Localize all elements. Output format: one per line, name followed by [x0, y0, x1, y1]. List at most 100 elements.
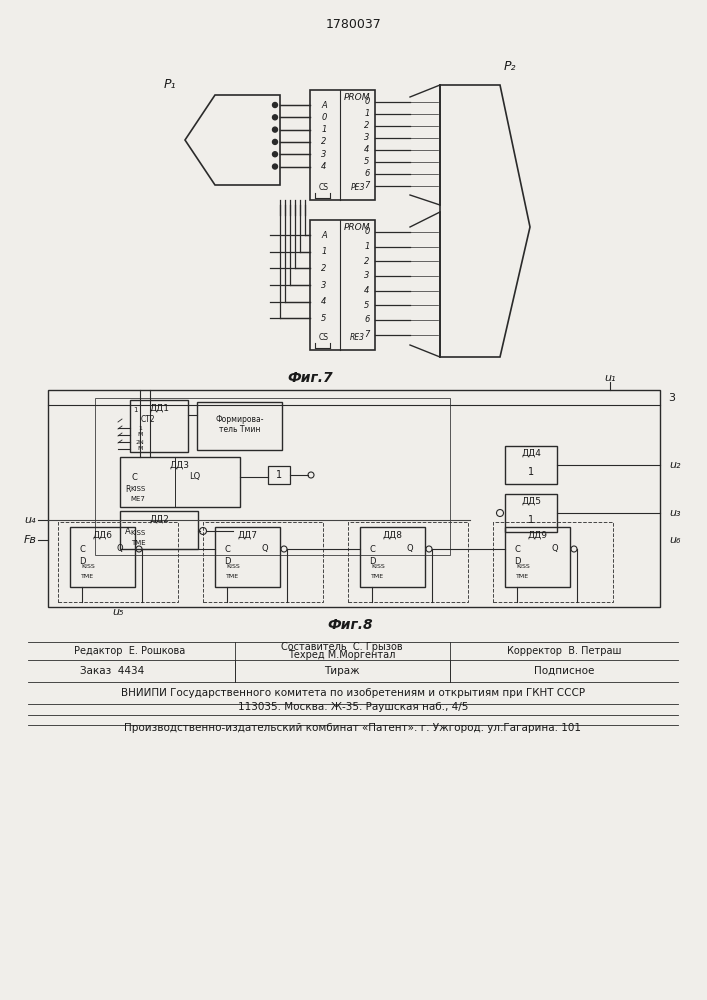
Text: D: D [78, 556, 86, 566]
Text: ДД7: ДД7 [238, 530, 257, 540]
Text: M: M [137, 446, 143, 452]
Text: u₆: u₆ [670, 535, 681, 545]
Text: ДД9: ДД9 [527, 530, 547, 540]
Text: ДД4: ДД4 [521, 448, 541, 458]
Text: 1: 1 [138, 426, 142, 430]
Text: 7: 7 [364, 182, 370, 190]
Bar [48, 390, 660, 607]
Text: PROM: PROM [344, 224, 370, 232]
Text: C: C [514, 544, 520, 554]
Text: 5: 5 [364, 301, 370, 310]
Text: 2: 2 [321, 137, 327, 146]
Bar [310, 220, 375, 350]
Text: Fв: Fв [23, 535, 37, 545]
Text: A: A [321, 231, 327, 239]
Text: тель Тмин: тель Тмин [218, 426, 260, 434]
Bar [197, 402, 282, 450]
Text: РЕЗ: РЕЗ [350, 184, 365, 192]
Bar [268, 466, 290, 484]
Text: ДД2: ДД2 [149, 514, 169, 524]
Bar [360, 527, 425, 587]
Text: D: D [514, 556, 520, 566]
Text: 1780037: 1780037 [326, 18, 382, 31]
Text: Заказ  4434: Заказ 4434 [80, 666, 144, 676]
Text: 3: 3 [321, 150, 327, 159]
Text: D: D [223, 556, 230, 566]
Text: RE3: RE3 [350, 334, 365, 342]
Text: ТМЕ: ТМЕ [131, 540, 146, 546]
Text: Техред М.Моргентал: Техред М.Моргентал [288, 650, 396, 660]
Bar [493, 522, 613, 602]
Text: PROM: PROM [344, 94, 370, 103]
Text: 1: 1 [528, 515, 534, 525]
Text: u₅: u₅ [112, 607, 124, 617]
Text: C: C [131, 473, 137, 482]
Circle shape [272, 127, 278, 132]
Circle shape [272, 115, 278, 120]
Text: P₁: P₁ [164, 79, 176, 92]
Bar [505, 527, 570, 587]
Bar [215, 527, 280, 587]
Text: 5: 5 [321, 314, 327, 323]
Text: CS: CS [319, 334, 329, 342]
Text: Q: Q [262, 544, 269, 554]
Text: A: A [125, 526, 131, 536]
Text: Фиг.7: Фиг.7 [287, 371, 333, 385]
Text: 5: 5 [364, 157, 370, 166]
Text: Q: Q [117, 544, 123, 554]
Text: 0: 0 [321, 113, 327, 122]
Text: KISS: KISS [226, 564, 240, 570]
Text: ДД1: ДД1 [149, 403, 169, 412]
Text: 6: 6 [364, 169, 370, 178]
Text: ДД6: ДД6 [93, 530, 112, 540]
Text: Формирова-: Формирова- [215, 414, 264, 424]
Text: 1: 1 [276, 470, 282, 480]
Text: KISS: KISS [130, 486, 146, 492]
Text: Производственно-издательский комбинат «Патент». г. Ужгород. ул.Гагарина. 101: Производственно-издательский комбинат «П… [124, 723, 581, 733]
Circle shape [272, 139, 278, 144]
Text: 4: 4 [364, 145, 370, 154]
Text: Редактор  Е. Рошкова: Редактор Е. Рошкова [74, 646, 186, 656]
Text: 2: 2 [364, 257, 370, 266]
Text: 2: 2 [364, 121, 370, 130]
Bar [95, 398, 450, 555]
Text: u₄: u₄ [24, 515, 36, 525]
Bar [310, 90, 375, 200]
Circle shape [272, 152, 278, 157]
Text: M: M [137, 432, 143, 438]
Bar [505, 446, 557, 484]
Text: u₃: u₃ [670, 508, 681, 518]
Text: u₂: u₂ [670, 460, 681, 470]
Bar [70, 527, 135, 587]
Bar [120, 457, 240, 507]
Bar [58, 522, 178, 602]
Text: u₁: u₁ [604, 373, 616, 383]
Text: ТМЕ: ТМЕ [371, 574, 385, 578]
Text: 4: 4 [364, 286, 370, 295]
Text: СТ2: СТ2 [141, 416, 156, 424]
Text: Подписное: Подписное [534, 666, 594, 676]
Text: 1: 1 [364, 109, 370, 118]
Text: KISS: KISS [81, 564, 95, 570]
Bar [130, 400, 188, 452]
Bar [505, 494, 557, 532]
Text: Фиг.8: Фиг.8 [327, 618, 373, 632]
Text: Тираж: Тираж [325, 666, 360, 676]
Text: 113035. Москва. Ж-35. Раушская наб., 4/5: 113035. Москва. Ж-35. Раушская наб., 4/5 [238, 702, 468, 712]
Text: Q: Q [407, 544, 414, 554]
Text: 7: 7 [364, 330, 370, 339]
Text: МЕ7: МЕ7 [131, 496, 146, 502]
Circle shape [272, 103, 278, 107]
Text: 1: 1 [133, 407, 137, 413]
Text: 4: 4 [321, 162, 327, 171]
Text: Составитель  С. Грызов: Составитель С. Грызов [281, 642, 403, 652]
Text: 3: 3 [364, 133, 370, 142]
Text: P₂: P₂ [504, 60, 516, 74]
Text: 4: 4 [321, 297, 327, 306]
Text: 3: 3 [669, 393, 675, 403]
Text: ДД5: ДД5 [521, 496, 541, 506]
Text: LQ: LQ [189, 473, 201, 482]
Bar [203, 522, 323, 602]
Text: ТМЕ: ТМЕ [226, 574, 240, 578]
Bar [120, 511, 198, 549]
